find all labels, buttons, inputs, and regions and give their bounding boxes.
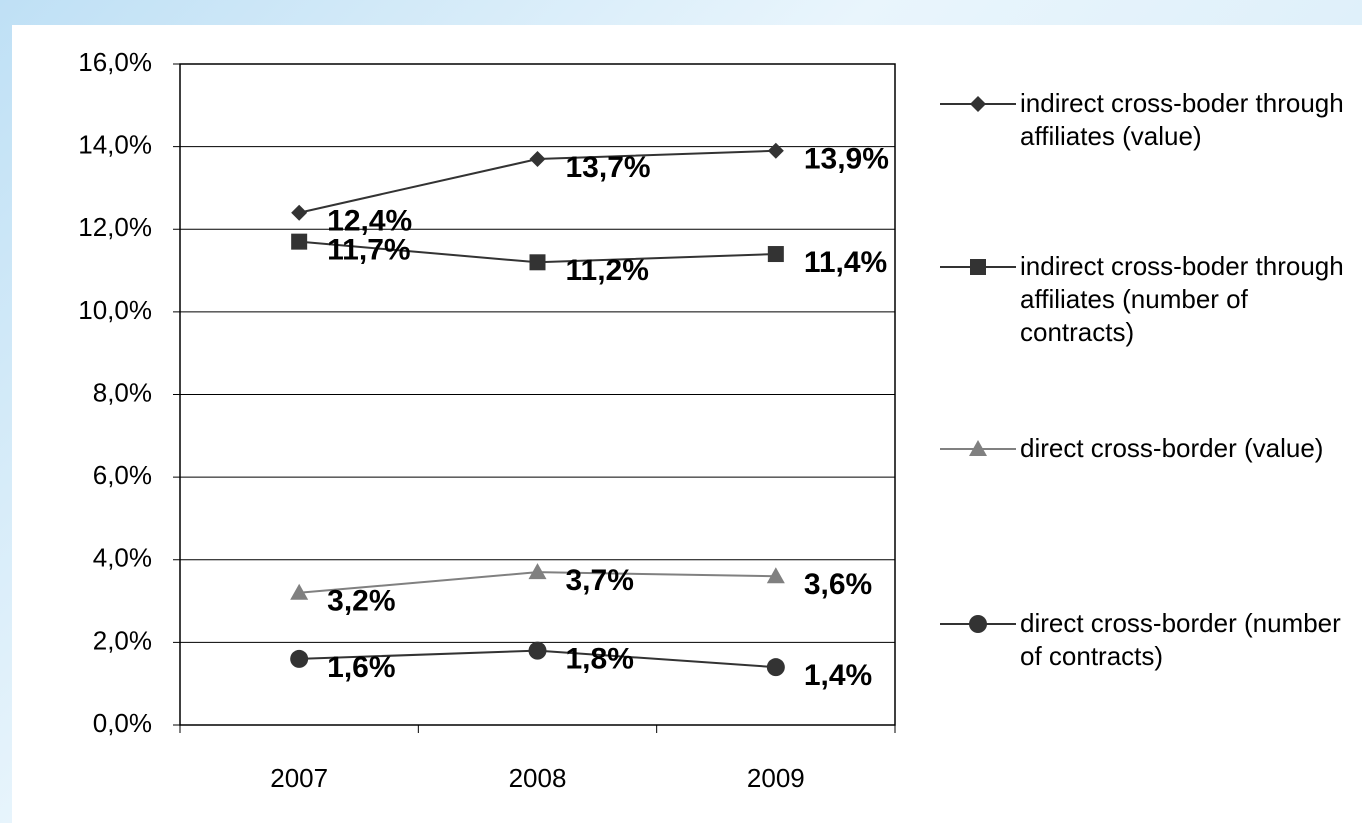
data-point <box>290 583 309 600</box>
data-point <box>290 649 309 668</box>
data-point <box>767 246 784 263</box>
data-point <box>528 563 547 580</box>
y-tick-label: 12,0% <box>78 212 152 242</box>
legend-key <box>940 615 1016 633</box>
data-label: 12,4% <box>327 205 412 238</box>
legend-entry: indirect cross-boder through affiliates … <box>940 250 1360 349</box>
data-label: 1,6% <box>327 651 395 684</box>
legend-key <box>940 259 1016 275</box>
y-tick-label: 8,0% <box>93 377 152 407</box>
legend-marker <box>970 259 986 275</box>
y-tick-label: 10,0% <box>78 295 152 325</box>
legend-key <box>940 440 1016 456</box>
data-label: 1,4% <box>804 659 872 692</box>
x-tick-label: 2007 <box>270 763 328 793</box>
panel <box>12 25 1362 823</box>
data-point <box>529 254 546 271</box>
data-point <box>529 151 546 168</box>
y-tick-label: 0,0% <box>93 708 152 738</box>
legend-entry: direct cross-border (value) <box>940 432 1360 468</box>
legend-marker <box>969 615 987 633</box>
plot-frame <box>179 63 896 726</box>
y-tick-label: 16,0% <box>78 47 152 77</box>
data-point <box>766 658 785 677</box>
data-label: 3,6% <box>804 568 872 601</box>
legend-entry: indirect cross-boder through affiliates … <box>940 87 1360 153</box>
data-label: 3,2% <box>327 585 395 618</box>
data-point <box>291 233 308 250</box>
legend-label: indirect cross-boder through affiliates … <box>1020 251 1344 347</box>
y-tick-label: 14,0% <box>78 130 152 160</box>
x-tick-label: 2009 <box>747 763 805 793</box>
data-point <box>291 204 308 221</box>
legend-key <box>940 96 1016 112</box>
data-point <box>528 641 547 660</box>
y-tick-label: 4,0% <box>93 543 152 573</box>
x-tick-label: 2008 <box>509 763 567 793</box>
legend-label: direct cross-border (value) <box>1020 433 1324 463</box>
data-label: 13,9% <box>804 143 889 176</box>
data-label: 13,7% <box>566 151 651 184</box>
data-label: 11,4% <box>804 246 887 279</box>
y-tick-label: 2,0% <box>93 625 152 655</box>
data-point <box>766 567 785 584</box>
legend-label: indirect cross-boder through affiliates … <box>1020 88 1344 151</box>
legend-marker <box>970 96 986 112</box>
legend-entry: direct cross-border (number of contracts… <box>940 607 1360 673</box>
y-tick-label: 6,0% <box>93 460 152 490</box>
legend-marker <box>969 440 987 456</box>
data-label: 1,8% <box>566 643 634 676</box>
data-label: 11,7% <box>327 234 410 267</box>
data-point <box>767 142 784 159</box>
legend-label: direct cross-border (number of contracts… <box>1020 608 1341 671</box>
data-label: 3,7% <box>566 564 634 597</box>
data-label: 11,2% <box>566 254 649 287</box>
